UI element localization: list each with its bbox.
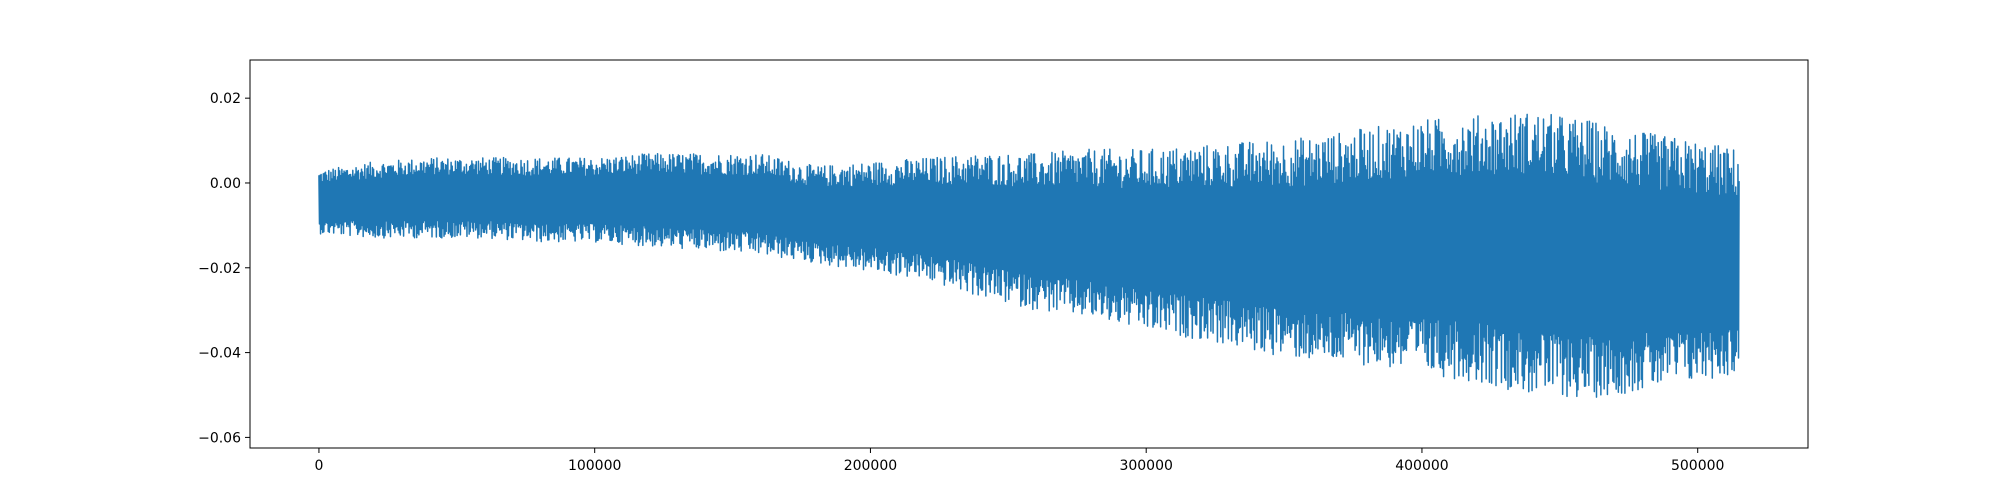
y-tick-label: −0.02 — [198, 261, 241, 277]
y-tick-label: −0.04 — [198, 346, 241, 362]
x-axis: 0 100000 200000 300000 400000 500000 — [314, 448, 1724, 474]
x-tick-label: 500000 — [1671, 458, 1724, 474]
y-axis: 0.02 0.00 −0.02 −0.04 −0.06 — [198, 91, 250, 446]
y-tick-label: −0.06 — [198, 430, 241, 446]
plot-area — [318, 113, 1740, 398]
series-line — [318, 113, 1740, 398]
x-tick-label: 200000 — [844, 458, 897, 474]
plot-frame — [249, 59, 1809, 449]
x-tick-label: 400000 — [1395, 458, 1448, 474]
x-tick-label: 300000 — [1119, 458, 1172, 474]
y-tick-label: 0.00 — [210, 176, 241, 192]
x-tick-label: 100000 — [568, 458, 621, 474]
x-tick-label: 0 — [314, 458, 323, 474]
y-tick-label: 0.02 — [210, 91, 241, 107]
